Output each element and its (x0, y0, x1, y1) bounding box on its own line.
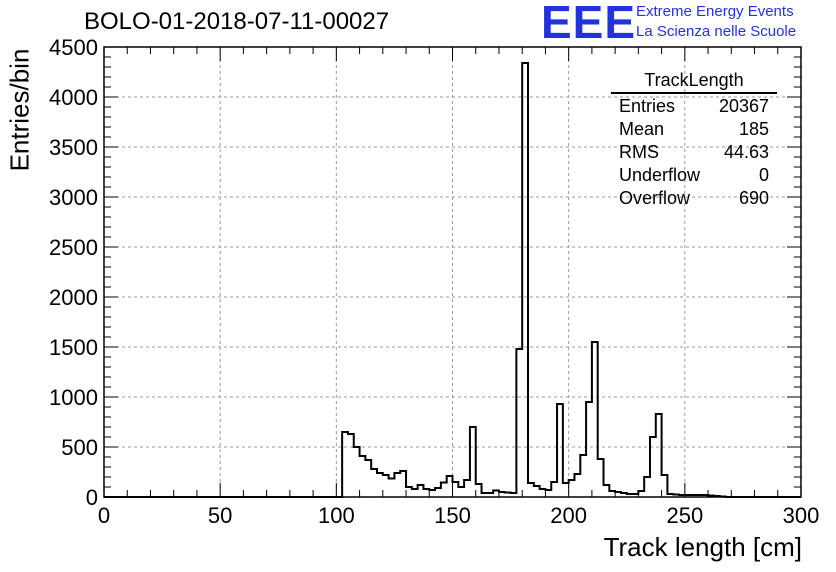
x-tick-label: 50 (208, 503, 232, 528)
eee-logo: EEE (541, 0, 637, 48)
x-tick-label: 250 (666, 503, 703, 528)
logo-caption-line2: La Scienza nelle Scuole (636, 23, 797, 40)
y-tick-label: 0 (86, 485, 98, 510)
stat-name: RMS (619, 142, 659, 162)
y-tick-label: 4500 (49, 35, 98, 60)
stat-value: 44.63 (723, 142, 769, 162)
y-tick-label: 2500 (49, 235, 98, 260)
histogram-bin (389, 479, 395, 498)
y-tick-label: 3000 (49, 185, 98, 210)
stat-name: Overflow (619, 188, 691, 208)
histogram-bin (563, 483, 569, 497)
histogram-bin (458, 487, 464, 497)
stats-title: TrackLength (611, 70, 777, 94)
stat-row-rms: RMS 44.63 (611, 141, 777, 164)
histogram-bin (377, 473, 383, 497)
stat-value: 20367 (718, 96, 769, 116)
y-tick-label: 500 (61, 435, 98, 460)
stat-value: 185 (738, 119, 769, 139)
logo-caption-line1: Extreme Energy Events (636, 3, 794, 20)
histogram-bin (412, 489, 418, 497)
x-tick-label: 0 (98, 503, 110, 528)
stat-row-underflow: Underflow 0 (611, 164, 777, 187)
stat-row-overflow: Overflow 690 (611, 187, 777, 210)
x-tick-label: 300 (783, 503, 820, 528)
gridlines (104, 47, 801, 497)
y-tick-label: 4000 (49, 85, 98, 110)
stats-box: TrackLength Entries 20367 Mean 185 RMS 4… (611, 70, 777, 210)
stat-row-entries: Entries 20367 (611, 95, 777, 118)
x-tick-label: 200 (550, 503, 587, 528)
x-tick-label: 100 (318, 503, 355, 528)
y-tick-label: 1000 (49, 385, 98, 410)
stat-name: Entries (619, 96, 676, 116)
histogram-bin (545, 490, 551, 497)
tick-labels: 0 50 100 150 200 250 3000500100015002000250030… (49, 35, 819, 528)
histogram-bin (360, 456, 366, 497)
y-tick-label: 2000 (49, 285, 98, 310)
stat-row-mean: Mean 185 (611, 118, 777, 141)
stat-name: Underflow (619, 165, 701, 185)
histogram-bin (429, 490, 435, 497)
stat-value: 0 (758, 165, 769, 185)
y-tick-label: 1500 (49, 335, 98, 360)
stat-value: 690 (738, 188, 769, 208)
x-tick-label: 150 (434, 503, 471, 528)
y-tick-label: 3500 (49, 135, 98, 160)
stat-name: Mean (619, 119, 665, 139)
run-title: BOLO-01-2018-07-11-00027 (84, 8, 390, 35)
x-axis-label: Track length [cm] (603, 532, 802, 562)
axes (103, 46, 802, 498)
y-axis-label: Entries/bin (4, 48, 35, 172)
